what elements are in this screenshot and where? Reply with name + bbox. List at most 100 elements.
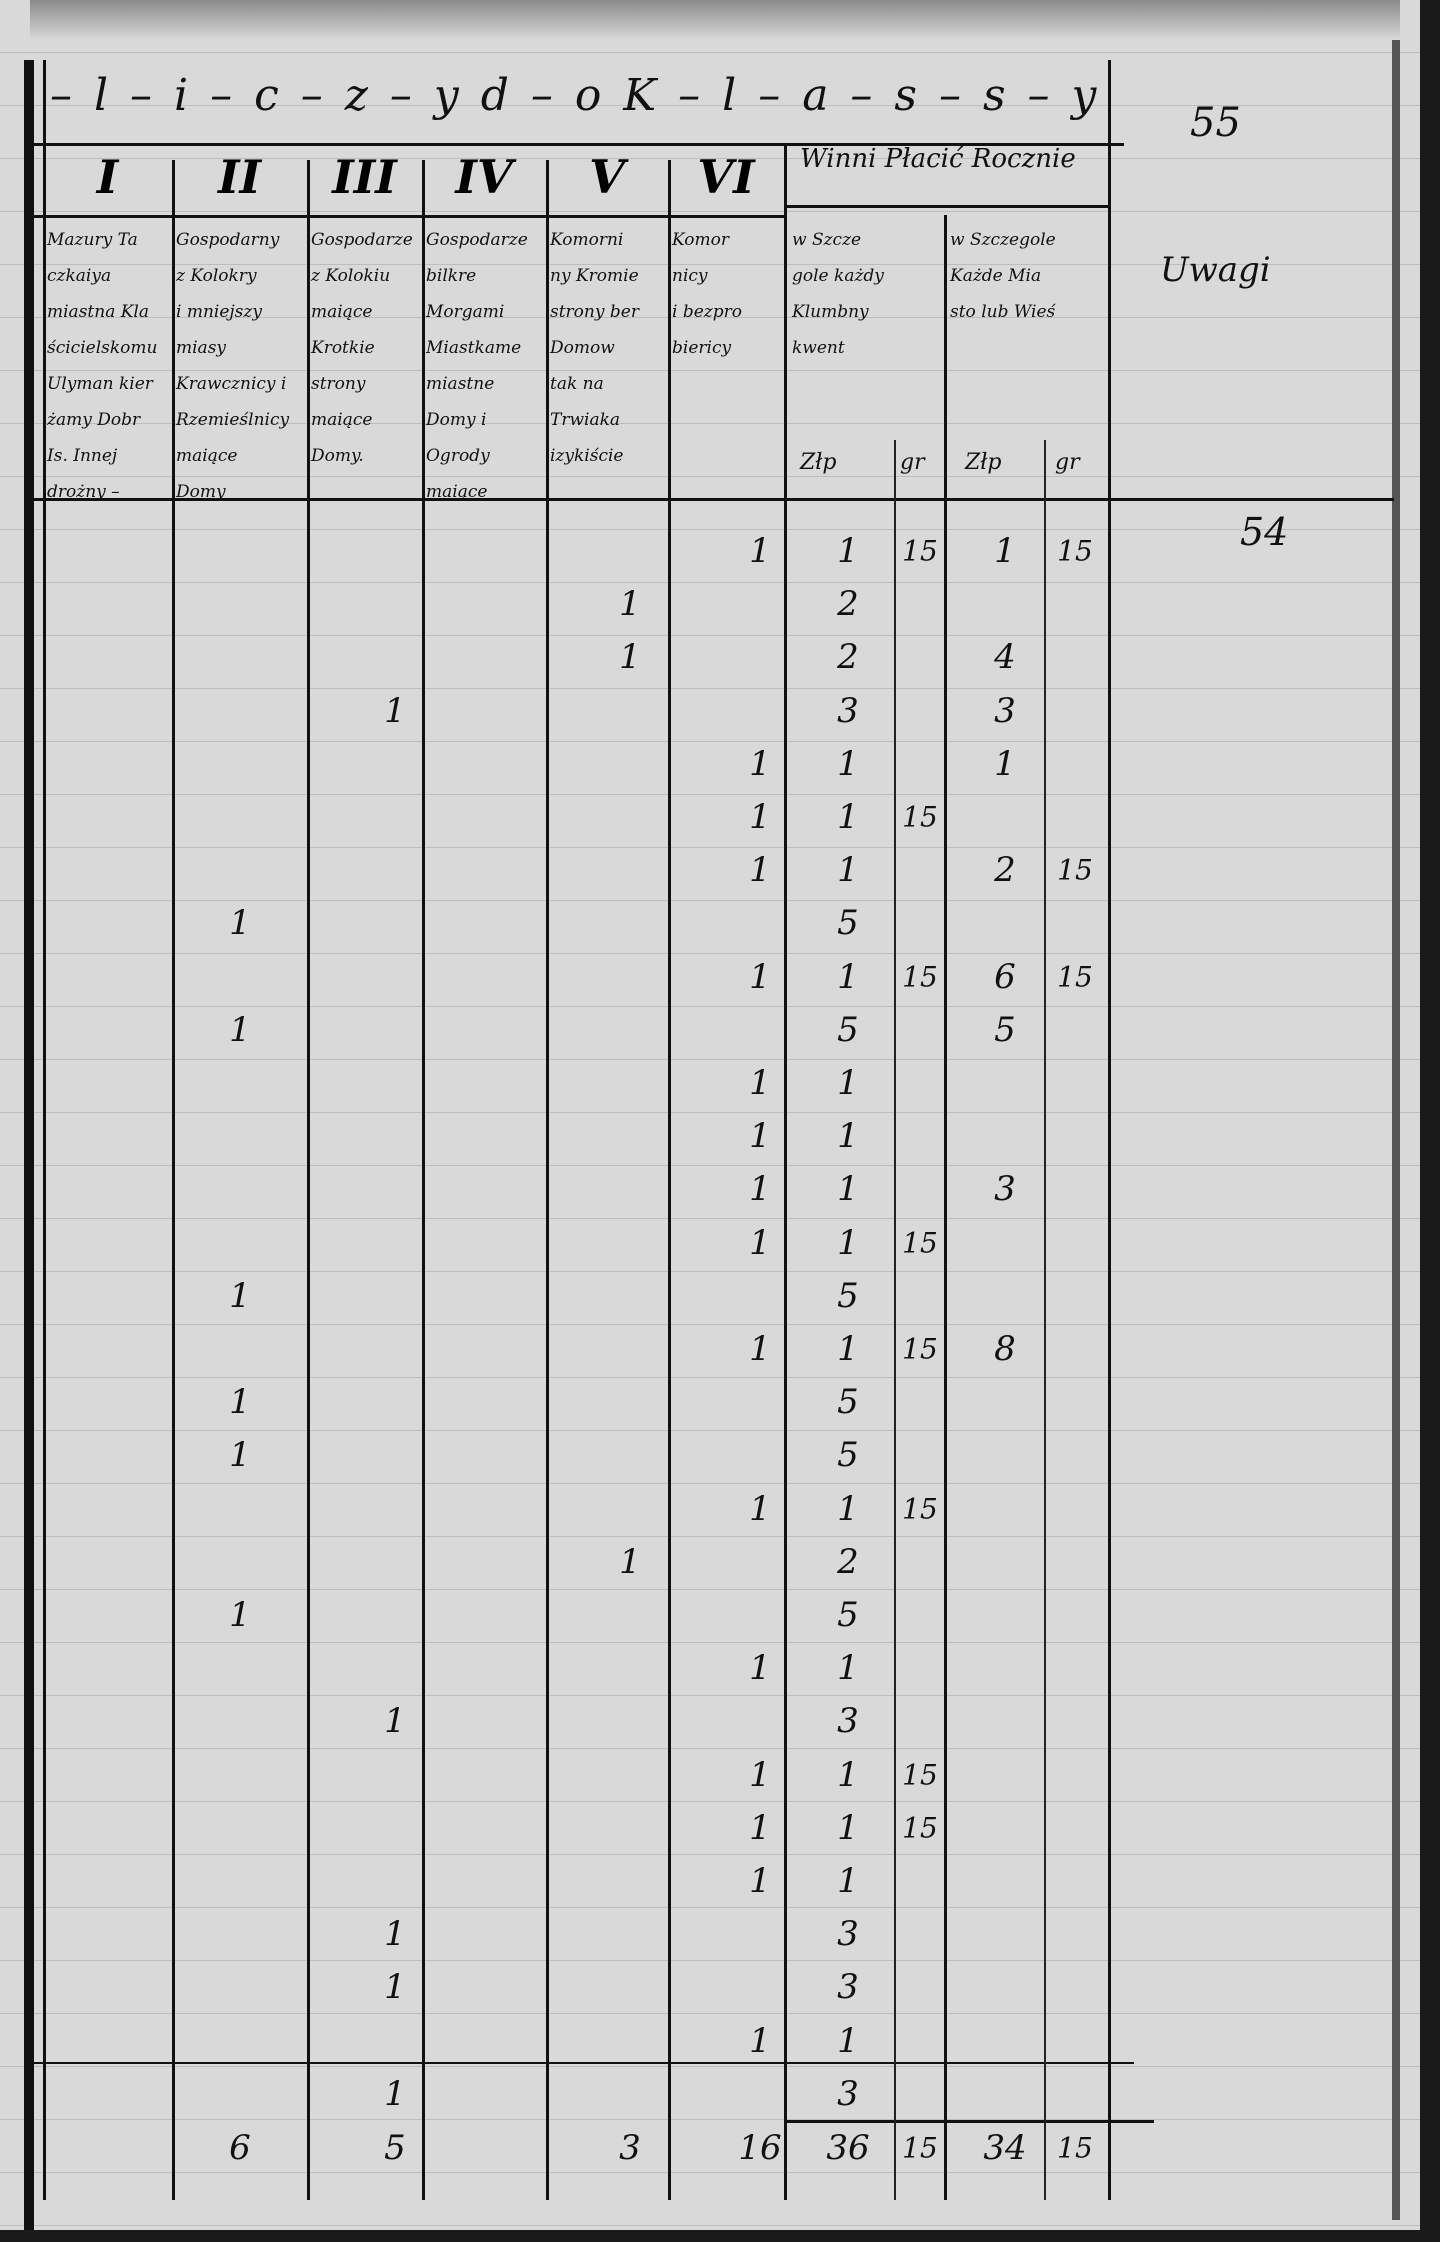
entry-w-zl: 5 (837, 1009, 859, 1050)
entry-VI: 1 (749, 1861, 771, 1901)
column-5-number: V (589, 150, 625, 204)
page-right-edge (1392, 40, 1400, 2220)
total-rule (34, 2062, 1134, 2064)
money-column-rule (944, 215, 947, 2200)
entry-V: 1 (619, 1541, 641, 1582)
money-desc-total: w Szcze gole każdy Klumbny kwent (792, 230, 884, 358)
column-rule (172, 160, 175, 2200)
header-rule (34, 215, 784, 218)
entry-w-zl: 1 (837, 1169, 859, 1210)
entry-w-zl: 3 (837, 1967, 859, 2008)
entry-II: 1 (229, 1382, 251, 1423)
entry-w-zl: 2 (837, 1541, 859, 1582)
entry-w-zl: 3 (837, 690, 859, 731)
column-rule (307, 160, 310, 2200)
entry-w-zl: 1 (837, 2020, 859, 2061)
entry-w-gr: 15 (902, 534, 938, 568)
entry-w-gr: 15 (902, 960, 938, 994)
remarks-header: Uwagi (1160, 250, 1271, 290)
entry-s-zl: 5 (994, 1009, 1016, 1050)
entry-w-zl: 5 (837, 1595, 859, 1635)
column-6-description: Komor nicy i bezpro biericy (672, 230, 742, 358)
total-w-zl: 36 (826, 2128, 870, 2168)
binding-edge (24, 60, 34, 2230)
entry-VI: 1 (749, 531, 771, 571)
column-rule (668, 160, 671, 2200)
entry-w-gr: 15 (902, 1226, 938, 1260)
entry-VI: 1 (749, 1329, 771, 1369)
entry-w-zl: 1 (837, 1063, 859, 1103)
entry-w-zl: 1 (837, 797, 859, 837)
entry-VI: 1 (749, 1648, 771, 1689)
table-title: – l – i – c – z – y d – o K – l – a – s … (50, 70, 1101, 121)
entry-w-zl: 1 (837, 850, 859, 891)
entry-w-zl: 1 (837, 1222, 859, 1263)
column-4-number: IV (455, 150, 513, 204)
entry-w-zl: 3 (837, 1914, 859, 1955)
column-1-number: I (96, 150, 119, 204)
header-rule (784, 205, 1108, 208)
entry-w-gr: 15 (902, 1811, 938, 1845)
entry-w-zl: 3 (837, 2073, 859, 2114)
unit-zl: Złp (800, 450, 837, 475)
entry-VI: 1 (749, 1807, 771, 1848)
column-rule (1108, 60, 1111, 2200)
unit-gr: gr (1055, 450, 1080, 475)
entry-VI: 1 (749, 1754, 771, 1795)
column-2-number: II (217, 150, 262, 204)
column-rule (784, 143, 787, 2200)
entry-w-zl: 1 (837, 1488, 859, 1529)
entry-s-gr: 15 (1057, 853, 1093, 887)
entry-w-zl: 1 (837, 1807, 859, 1848)
entry-s-zl: 3 (994, 690, 1016, 731)
column-6-number: VI (697, 150, 755, 204)
entry-VI: 1 (749, 1116, 771, 1157)
entry-V: 1 (619, 637, 641, 678)
column-rule (422, 160, 425, 2200)
entry-VI: 1 (749, 797, 771, 837)
page-top-shadow (30, 0, 1400, 40)
entry-VI: 1 (749, 1169, 771, 1210)
entry-w-zl: 2 (837, 584, 859, 625)
column-2-description: Gospodarny z Kolokry i mniejszy miasy Kr… (176, 230, 290, 502)
entry-VI: 1 (749, 1488, 771, 1529)
money-desc-each: w Szczegole Każde Mia sto lub Wieś (950, 230, 1056, 322)
entry-II: 1 (229, 903, 251, 944)
column-rule (546, 160, 549, 2200)
entry-w-zl: 1 (837, 956, 859, 997)
entry-s-zl: 4 (994, 637, 1016, 678)
entry-II: 1 (229, 1275, 251, 1316)
column-3-description: Gospodarze z Kolokiu maiące Krotkie stro… (311, 230, 413, 466)
money-column-rule (894, 440, 896, 2200)
entry-s-zl: 2 (994, 850, 1016, 891)
entry-II: 1 (229, 1009, 251, 1050)
entry-VI: 1 (749, 956, 771, 997)
total-s-gr: 15 (1057, 2131, 1093, 2165)
entry-w-zl: 1 (837, 1754, 859, 1795)
unit-gr: gr (900, 450, 925, 475)
entry-s-zl: 1 (994, 743, 1016, 784)
entry-VI: 1 (749, 743, 771, 784)
entry-w-zl: 2 (837, 637, 859, 678)
entry-w-zl: 5 (837, 903, 859, 944)
entry-s-zl: 8 (994, 1329, 1016, 1369)
entry-w-zl: 1 (837, 1648, 859, 1689)
total-rule (784, 2120, 1154, 2123)
total-VI: 16 (738, 2128, 782, 2168)
total-s-zl: 34 (983, 2128, 1027, 2168)
column-1-description: Mazury Ta czkaiya miastna Kla ścicielsko… (47, 230, 158, 502)
page-number: 55 (1190, 100, 1241, 146)
entry-II: 1 (229, 1435, 251, 1476)
entry-s-zl: 1 (994, 531, 1016, 571)
entry-w-zl: 1 (837, 1861, 859, 1901)
entry-w-zl: 1 (837, 743, 859, 784)
column-4-description: Gospodarze bilkre Morgami Miastkame mias… (426, 230, 528, 502)
entry-w-gr: 15 (902, 1758, 938, 1792)
entry-VI: 1 (749, 850, 771, 891)
total-III: 5 (384, 2128, 406, 2168)
entry-w-gr: 15 (902, 1332, 938, 1366)
money-group-label: Winni Płacić Rocznie (800, 144, 1076, 174)
header-bottom-rule (34, 498, 1394, 501)
column-5-description: Komorni ny Kromie strony ber Domow tak n… (550, 230, 639, 466)
